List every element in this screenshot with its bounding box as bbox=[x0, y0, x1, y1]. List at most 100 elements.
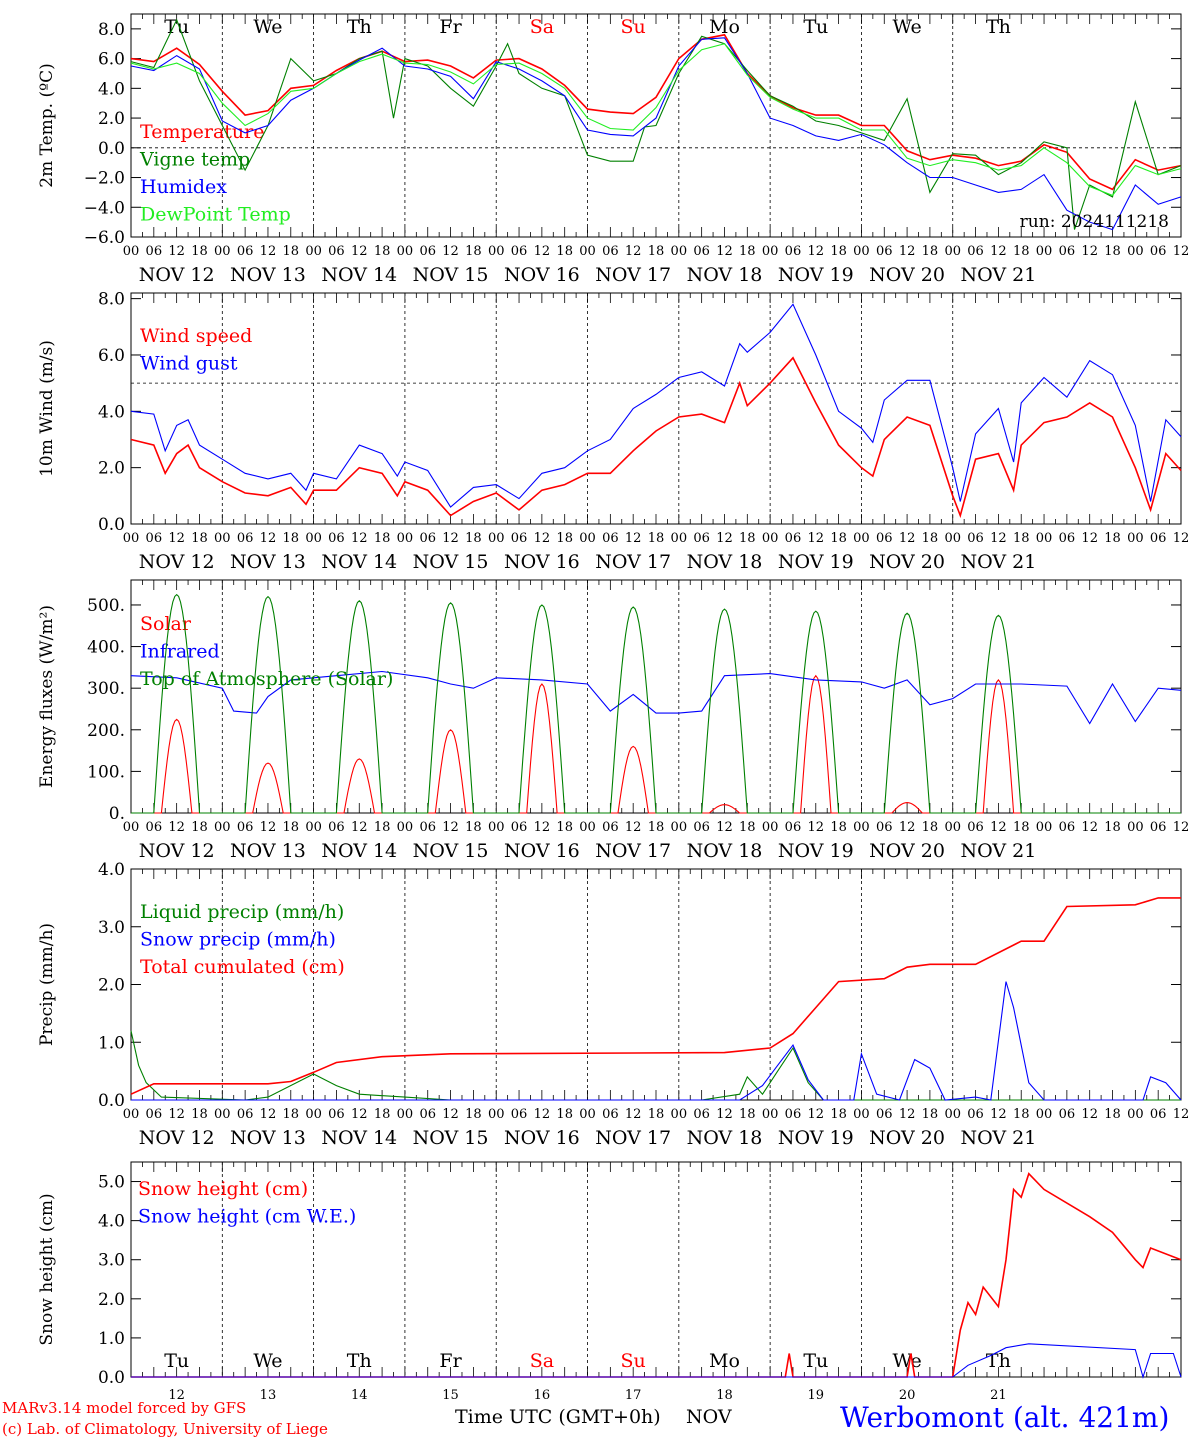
y-tick-label: −4.0 bbox=[84, 198, 125, 218]
x-hour-label: 06 bbox=[785, 820, 802, 835]
x-hour-label: 06 bbox=[1059, 531, 1076, 546]
x-hour-label: 00 bbox=[488, 531, 505, 546]
weekday-label: We bbox=[253, 1350, 282, 1372]
x-hour-label: 18 bbox=[374, 820, 391, 835]
x-date-label: NOV 14 bbox=[321, 840, 397, 862]
x-hour-label: 12 bbox=[1173, 1107, 1190, 1122]
x-hour-label: 12 bbox=[716, 244, 733, 259]
x-hour-label: 00 bbox=[397, 820, 414, 835]
x-hour-label: 18 bbox=[191, 820, 208, 835]
y-tick-label: 100. bbox=[87, 762, 125, 782]
x-hour-label: 18 bbox=[922, 1107, 939, 1122]
x-date-label: NOV 13 bbox=[230, 264, 306, 286]
x-hour-label: 12 bbox=[625, 820, 642, 835]
series-line-total-cumulated-cm- bbox=[130, 897, 1181, 1095]
x-date-label: NOV 18 bbox=[687, 840, 763, 862]
x-hour-label: 06 bbox=[785, 1107, 802, 1122]
x-date-label: NOV 13 bbox=[230, 551, 306, 573]
y-tick-label: 400. bbox=[87, 638, 125, 658]
y-tick-label: 2.0 bbox=[98, 459, 125, 479]
x-hour-label: 06 bbox=[1059, 820, 1076, 835]
x-hour-label: 00 bbox=[944, 1107, 961, 1122]
x-hour-label: 00 bbox=[123, 1107, 140, 1122]
x-date-label: NOV 21 bbox=[960, 264, 1036, 286]
x-hour-label: 06 bbox=[967, 244, 984, 259]
x-hour-label: 06 bbox=[146, 1107, 163, 1122]
x-hour-label: 06 bbox=[693, 244, 710, 259]
x-hour-label: 12 bbox=[351, 820, 368, 835]
x-hour-label: 06 bbox=[876, 1107, 893, 1122]
y-tick-label: −2.0 bbox=[84, 169, 125, 189]
x-hour-label: 06 bbox=[693, 531, 710, 546]
weekday-label: Th bbox=[347, 16, 372, 38]
x-hour-label: 12 bbox=[168, 531, 185, 546]
y-tick-label: 6.0 bbox=[98, 346, 125, 366]
y-tick-label: 0.0 bbox=[98, 139, 125, 159]
x-hour-label: 18 bbox=[465, 1107, 482, 1122]
y-axis-label: Precip (mm/h) bbox=[37, 923, 57, 1046]
x-hour-label: 12 bbox=[990, 244, 1007, 259]
legend-entry: Liquid precip (mm/h) bbox=[140, 901, 344, 923]
x-date-label: NOV 18 bbox=[687, 264, 763, 286]
x-date-label: NOV 12 bbox=[139, 551, 215, 573]
x-hour-label: 00 bbox=[671, 820, 688, 835]
x-date-label: NOV 18 bbox=[687, 551, 763, 573]
x-date-label: NOV 16 bbox=[504, 1127, 580, 1149]
x-hour-label: 06 bbox=[967, 531, 984, 546]
x-date-label: NOV 19 bbox=[778, 1127, 854, 1149]
y-tick-label: 1.0 bbox=[98, 1329, 125, 1349]
x-date-label: NOV 20 bbox=[869, 840, 945, 862]
x-hour-label: 00 bbox=[579, 531, 596, 546]
x-hour-label: 06 bbox=[237, 531, 254, 546]
series-line-humidex bbox=[130, 37, 1182, 231]
weekday-label: Su bbox=[621, 1350, 646, 1372]
x-hour-label: 06 bbox=[511, 244, 528, 259]
x-hour-label: 06 bbox=[1150, 820, 1167, 835]
x-hour-label: 06 bbox=[1059, 1107, 1076, 1122]
x-hour-label: 06 bbox=[237, 820, 254, 835]
x-hour-label: 00 bbox=[305, 244, 322, 259]
x-hour-label: 00 bbox=[1036, 244, 1053, 259]
x-hour-label: 18 bbox=[374, 1107, 391, 1122]
y-tick-label: 500. bbox=[87, 596, 125, 616]
weekday-label: Tu bbox=[803, 16, 828, 38]
x-hour-label: 18 bbox=[191, 1107, 208, 1122]
x-hour-label: 12 bbox=[625, 531, 642, 546]
weekday-label: Th bbox=[986, 16, 1011, 38]
x-hour-label: 06 bbox=[1150, 531, 1167, 546]
run-annotation: run: 2024111218 bbox=[1020, 212, 1169, 232]
weekday-label: We bbox=[253, 16, 282, 38]
y-axis-label: 10m Wind (m/s) bbox=[37, 340, 57, 477]
x-hour-label: 18 bbox=[556, 244, 573, 259]
x-date-label: NOV 12 bbox=[139, 264, 215, 286]
x-hour-label: 00 bbox=[397, 244, 414, 259]
x-date-label: NOV 15 bbox=[413, 551, 489, 573]
x-hour-label: 00 bbox=[853, 531, 870, 546]
series-line-dewpoint-temp bbox=[130, 43, 1182, 197]
x-hour-label: 12 bbox=[534, 820, 551, 835]
x-date-label: NOV 20 bbox=[869, 551, 945, 573]
panel-2: 8.0 6.0 4.0 2.0 0.0 10m Wind (m/s) 00 06 12 18 00 0… bbox=[37, 290, 1189, 573]
x-hour-label: 06 bbox=[146, 820, 163, 835]
series-line-vigne-temp bbox=[130, 18, 1182, 230]
x-hour-label: 00 bbox=[671, 1107, 688, 1122]
x-hour-label: 18 bbox=[191, 531, 208, 546]
x-hour-label: 12 bbox=[808, 244, 825, 259]
x-hour-label: 06 bbox=[967, 820, 984, 835]
x-hour-label: 18 bbox=[465, 531, 482, 546]
y-tick-label: 3.0 bbox=[98, 918, 125, 938]
y-tick-label: 4.0 bbox=[98, 402, 125, 422]
y-tick-label: 0.0 bbox=[98, 1368, 125, 1388]
x-hour-label: 18 bbox=[830, 531, 847, 546]
x-hour-label: 18 bbox=[556, 1107, 573, 1122]
time-axis-label: Time UTC (GMT+0h) bbox=[455, 1406, 661, 1428]
legend-entry: Wind gust bbox=[140, 353, 238, 375]
x-date-label: NOV 14 bbox=[321, 264, 397, 286]
x-hour-label: 18 bbox=[1104, 531, 1121, 546]
legend-entry: Temperature bbox=[140, 121, 264, 143]
y-tick-label: 1.0 bbox=[98, 1033, 125, 1053]
day-number-label: 16 bbox=[534, 1388, 551, 1403]
weekday-label: Tu bbox=[164, 1350, 189, 1372]
meteogram-panels: 8.0 6.0 4.0 2.0 0.0 −2.0 −4.0 −6.0 2m Temp. (ºC)… bbox=[37, 13, 1190, 1403]
